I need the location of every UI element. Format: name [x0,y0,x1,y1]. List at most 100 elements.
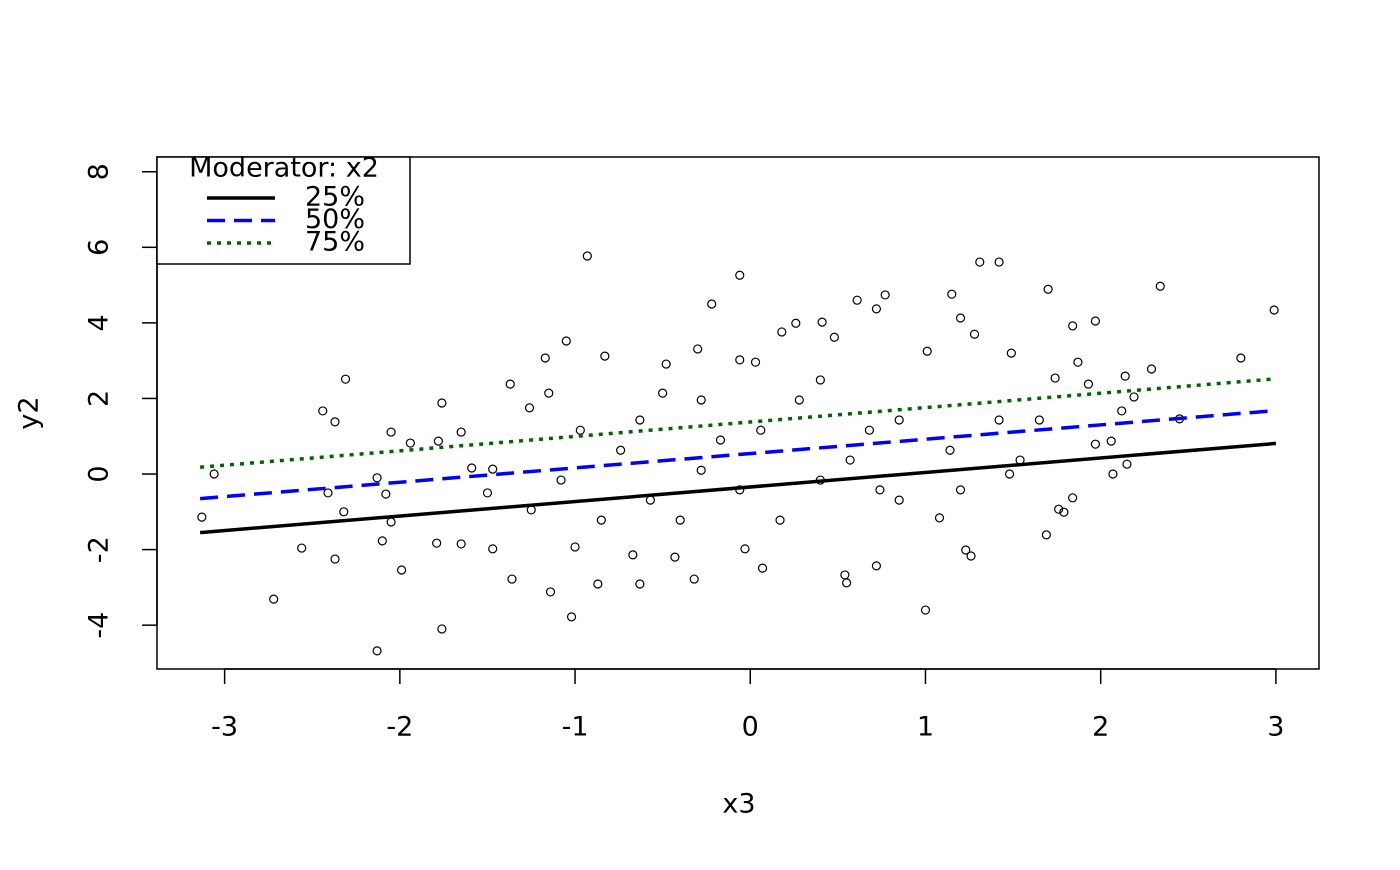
point [735,355,745,365]
point [482,488,493,498]
point [1073,357,1083,367]
point [372,473,382,483]
point [269,594,279,604]
point [871,304,882,314]
point [1269,305,1279,315]
point [920,605,931,615]
point [1054,504,1064,514]
point [864,425,875,435]
point [596,515,606,525]
point [386,517,396,527]
y-tick-label: -4 [84,612,115,639]
legend-box [156,156,411,265]
point [505,379,515,389]
point [566,612,577,622]
point [1236,353,1246,363]
point [1106,436,1116,446]
point [432,538,442,548]
y-tick-label: 4 [84,314,115,331]
point [330,554,340,564]
point [817,317,827,327]
point [842,578,852,588]
point [318,406,328,416]
point [405,438,415,448]
y-tick-label: 2 [84,390,115,407]
point [829,332,839,342]
point [696,395,706,405]
y-tick-label: 6 [84,239,115,256]
regression-line [199,408,1277,501]
point [381,489,391,499]
point [845,455,855,465]
x-tick-label: 1 [917,712,934,743]
point [561,336,571,346]
point [1068,321,1078,331]
point [1004,469,1015,479]
point [675,515,685,525]
point [467,463,477,473]
x-axis-label: x3 [722,789,755,820]
legend-label: 25% [305,182,365,213]
point [635,415,645,425]
point [740,544,750,554]
point [1122,459,1132,469]
y-tick-label: 0 [84,465,115,482]
point [635,579,645,589]
point [875,485,885,495]
point [791,318,801,328]
point [969,329,980,339]
point [1129,392,1139,402]
point [994,257,1004,267]
regression-line [199,441,1277,535]
point [437,398,447,408]
point [840,570,850,580]
point [750,357,761,367]
point [735,270,745,280]
point [600,351,610,361]
point [524,403,535,413]
point [1050,373,1060,383]
point [340,374,351,384]
point [961,545,971,555]
point [880,290,890,300]
point [645,495,655,505]
point [456,539,466,549]
point [488,464,498,474]
point [1090,439,1101,449]
point [661,359,671,369]
point [934,513,945,523]
point [947,289,957,299]
point [871,561,882,571]
x-tick-label: -1 [562,712,589,743]
point [1068,493,1078,503]
point [670,552,680,562]
point [975,257,985,267]
point [372,646,382,656]
point [1043,284,1053,294]
point [545,587,556,597]
x-tick-label: 0 [742,712,759,743]
point [757,563,768,573]
point [297,543,307,553]
point [945,445,955,455]
point [544,388,554,398]
point [582,251,592,261]
point [966,551,976,561]
point [593,579,603,589]
y-axis-label: y2 [14,396,45,429]
legend-title: Moderator: x2 [189,153,379,184]
point [689,574,699,584]
x-tick-label: -3 [211,712,238,743]
point [575,425,585,435]
point [507,574,517,584]
point [209,469,219,479]
point [323,488,333,498]
point [1034,415,1044,425]
point [693,344,703,354]
legend-label: 50% [305,204,365,235]
point [922,346,932,356]
point [386,427,396,437]
point [756,425,766,435]
point [775,515,785,525]
